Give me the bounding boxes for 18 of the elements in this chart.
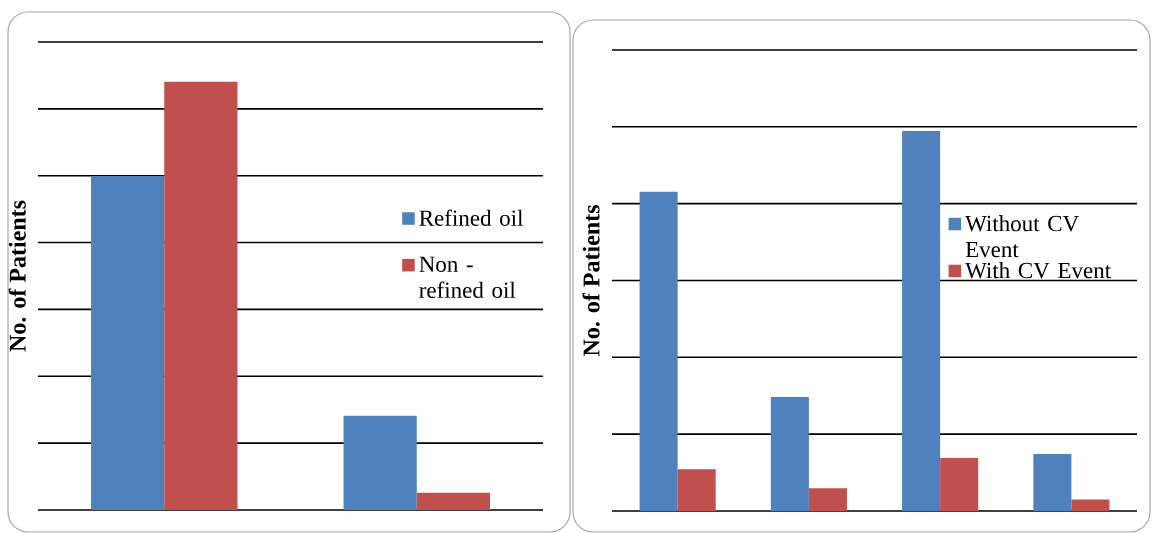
y-axis-title: No. of Patients: [8, 200, 26, 352]
bar: [677, 469, 716, 511]
legend-label: Non - refined oil: [419, 256, 516, 298]
bar: [164, 81, 238, 510]
bar: [343, 415, 417, 510]
bar: [808, 488, 847, 511]
bar: [770, 396, 809, 511]
bar: [902, 130, 941, 511]
bar: [639, 191, 678, 511]
y-axis-title: No. of Patients: [582, 205, 600, 356]
bar: [416, 492, 490, 510]
bar: [91, 176, 165, 510]
legend-label: Refined oil: [419, 209, 524, 226]
bar: [940, 457, 979, 511]
legend-label: With CV Event: [965, 262, 1111, 279]
legend-label: Without CV Event: [965, 215, 1079, 258]
bar: [1033, 453, 1072, 511]
bar: [1071, 499, 1110, 511]
